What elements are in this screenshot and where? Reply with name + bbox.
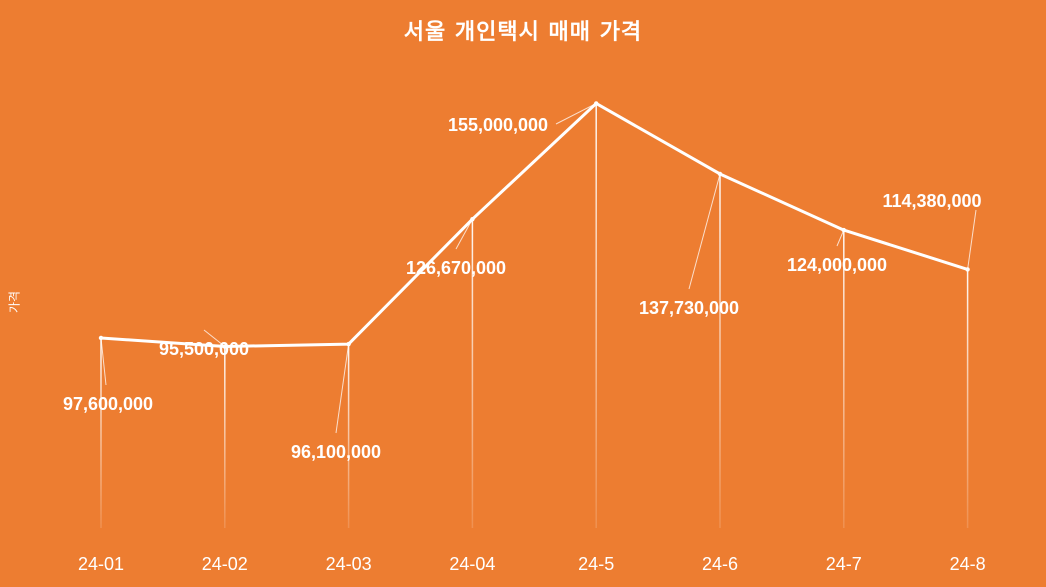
drop-line (966, 269, 969, 528)
data-point (965, 267, 970, 272)
data-label: 95,500,000 (159, 339, 249, 359)
data-label: 114,380,000 (882, 191, 981, 211)
data-point (98, 335, 104, 341)
data-point (717, 171, 723, 177)
x-tick-label: 24-04 (449, 554, 495, 574)
data-label: 97,600,000 (63, 394, 153, 414)
data-label: 155,000,000 (448, 115, 548, 135)
data-point (470, 216, 475, 222)
x-tick-label: 24-5 (578, 554, 614, 574)
x-tick-label: 24-01 (78, 554, 124, 574)
leader-line (555, 102, 597, 125)
drop-line (347, 344, 350, 528)
drop-line (100, 337, 102, 528)
data-point (346, 341, 351, 347)
data-point (841, 227, 846, 233)
leader-line (688, 173, 721, 290)
data-point (222, 344, 227, 349)
leader-line (100, 337, 107, 386)
drop-line (471, 219, 474, 528)
x-tick-label: 24-02 (202, 554, 248, 574)
leader-line (836, 229, 845, 247)
drop-line (224, 346, 226, 528)
x-tick-label: 24-7 (826, 554, 862, 574)
drop-line (595, 103, 597, 528)
data-label: 137,730,000 (639, 298, 739, 318)
data-point (594, 101, 599, 106)
x-tick-label: 24-8 (950, 554, 986, 574)
data-label: 126,670,000 (406, 258, 506, 278)
x-tick-label: 24-6 (702, 554, 738, 574)
data-label: 124,000,000 (787, 255, 887, 275)
leader-line (455, 218, 473, 250)
leader-line (335, 344, 350, 434)
drop-line (719, 173, 721, 528)
data-label: 96,100,000 (291, 442, 381, 462)
x-tick-label: 24-03 (326, 554, 372, 574)
chart-title: 서울 개인택시 매매 가격 (403, 20, 643, 45)
leader-line (203, 329, 226, 347)
leader-line (967, 209, 977, 270)
series-line (100, 101, 969, 349)
drop-line (843, 230, 845, 529)
